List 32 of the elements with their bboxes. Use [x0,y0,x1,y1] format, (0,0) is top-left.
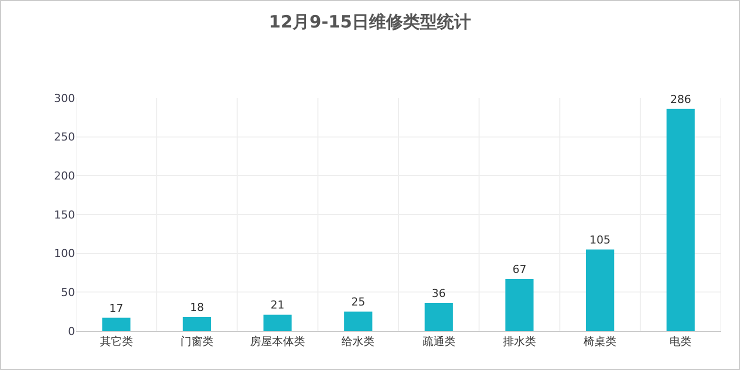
data-label: 18 [190,301,204,314]
data-label: 105 [590,233,611,246]
y-tick-label: 250 [54,130,75,144]
bar [102,318,130,331]
x-tick-label: 给水类 [342,335,375,348]
y-tick-label: 300 [54,92,75,105]
y-tick-label: 150 [54,208,75,222]
y-tick-label: 50 [61,286,75,300]
y-tick-label: 0 [68,324,75,338]
bar [263,314,292,331]
x-tick-label: 房屋本体类 [250,335,306,348]
data-label: 21 [270,298,285,312]
bar [505,278,534,331]
x-tick-label: 门窗类 [180,335,214,348]
bar [424,303,453,331]
bar [344,312,372,331]
bar [586,249,614,331]
data-label: 36 [432,287,446,300]
y-tick-label: 200 [54,170,75,183]
data-label: 17 [109,302,124,315]
x-tick-label: 椅桌类 [584,335,617,348]
x-tick-label: 排水类 [502,335,536,348]
x-tick-label: 电类 [670,335,692,348]
bar [666,108,695,331]
data-label: 25 [351,296,366,309]
bar [182,317,212,331]
y-tick-label: 100 [54,247,75,260]
x-tick-label: 其它类 [100,335,133,348]
data-label: 67 [512,262,526,276]
x-tick-label: 疏通类 [422,335,456,348]
chart-title: 12月9-15日维修类型统计 [268,12,472,33]
data-label: 286 [670,92,692,106]
